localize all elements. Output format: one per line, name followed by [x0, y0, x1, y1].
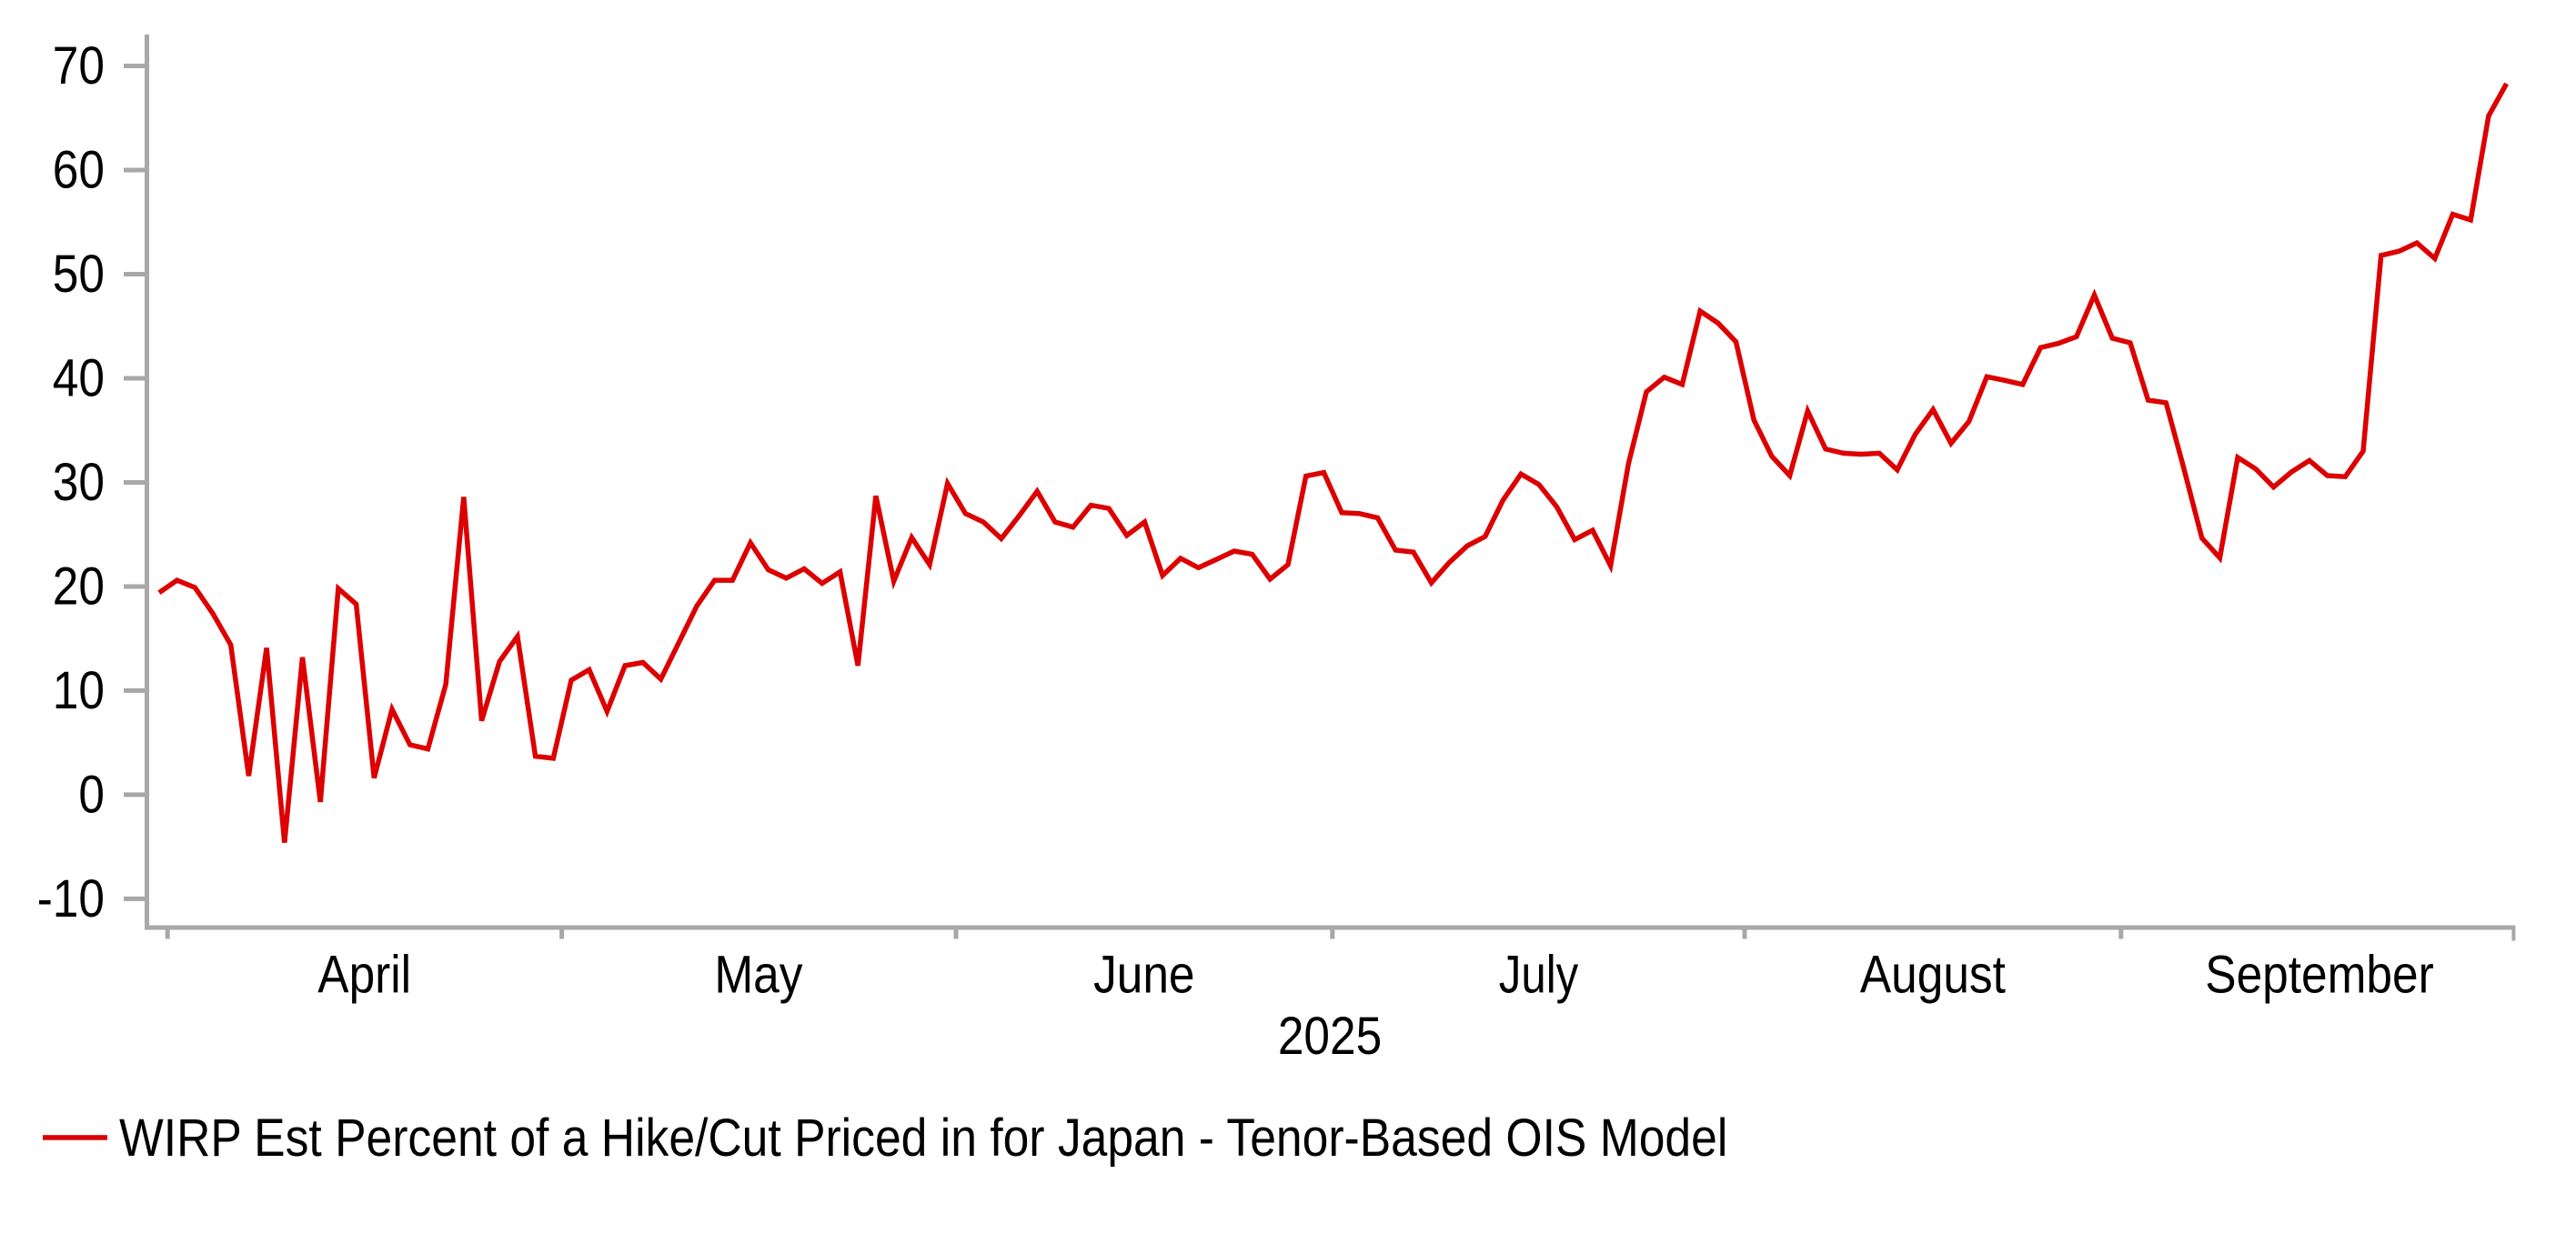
svg-text:10: 10 [53, 661, 105, 720]
svg-text:60: 60 [53, 141, 105, 200]
svg-text:July: July [1499, 946, 1578, 1005]
svg-text:0: 0 [78, 766, 105, 825]
svg-text:WIRP Est Percent of a Hike/Cut: WIRP Est Percent of a Hike/Cut Priced in… [119, 1109, 1727, 1168]
svg-text:May: May [714, 946, 802, 1005]
svg-text:20: 20 [53, 557, 105, 617]
svg-text:August: August [1860, 946, 2006, 1005]
svg-text:June: June [1093, 946, 1194, 1005]
svg-text:30: 30 [53, 453, 105, 512]
svg-text:70: 70 [53, 36, 105, 95]
svg-text:-10: -10 [37, 869, 105, 928]
svg-text:September: September [2205, 946, 2433, 1005]
svg-text:40: 40 [53, 349, 105, 408]
svg-text:50: 50 [53, 245, 105, 304]
svg-text:April: April [317, 946, 411, 1005]
svg-text:2025: 2025 [1278, 1007, 1382, 1066]
